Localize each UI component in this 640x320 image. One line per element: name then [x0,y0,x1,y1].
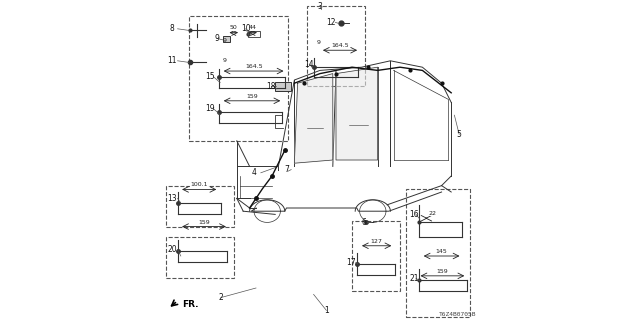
Text: 18: 18 [267,82,276,91]
Text: 16: 16 [409,210,419,219]
Text: 100.1: 100.1 [191,182,208,188]
Text: 127: 127 [371,239,383,244]
Text: 17: 17 [346,258,356,267]
Text: 22: 22 [429,211,437,216]
Polygon shape [294,74,333,163]
Text: 50: 50 [230,25,237,30]
Bar [248,31,260,37]
Text: 164.5: 164.5 [332,43,349,48]
Text: 5: 5 [457,130,461,139]
Bar [352,221,400,291]
Text: 19: 19 [205,104,215,113]
Text: 3: 3 [317,2,323,11]
Text: 8: 8 [170,24,175,33]
Bar [223,36,230,42]
Text: 9: 9 [317,40,321,45]
Text: 164.5: 164.5 [245,64,262,69]
Text: FR.: FR. [182,300,199,309]
Text: 159: 159 [246,93,258,99]
Text: 10: 10 [241,24,251,33]
Text: 4: 4 [252,168,257,177]
Text: 159: 159 [198,220,210,225]
Bar [166,237,234,278]
Text: 6: 6 [362,218,367,227]
Text: 9: 9 [223,58,227,63]
Text: 21: 21 [409,274,419,283]
Text: 15: 15 [205,72,215,81]
Text: 20: 20 [167,245,177,254]
Text: 9: 9 [223,38,227,44]
Bar [307,6,365,86]
Text: 44: 44 [249,25,257,30]
Text: 9: 9 [214,34,220,43]
Bar [275,82,291,91]
Bar [406,189,470,317]
Text: 1: 1 [324,306,329,315]
Bar [189,16,288,141]
Bar [166,186,234,227]
Polygon shape [336,67,378,160]
Text: 7: 7 [284,165,289,174]
Text: 145: 145 [436,249,447,254]
Text: 2: 2 [218,293,223,302]
Text: 12: 12 [326,18,335,27]
Text: T6Z4B0705B: T6Z4B0705B [439,312,477,317]
Text: 14: 14 [304,60,314,68]
Text: 159: 159 [436,268,449,274]
Text: 13: 13 [167,194,177,203]
Text: 11: 11 [168,56,177,65]
